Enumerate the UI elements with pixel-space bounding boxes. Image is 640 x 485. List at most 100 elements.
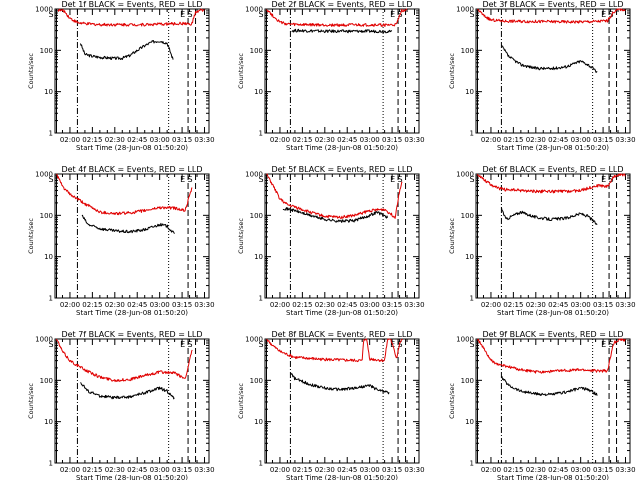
marker-label: S [398,175,403,184]
chart-title: Det 1f BLACK = Events, RED = LLD [61,0,202,9]
marker-label: S [48,340,53,349]
marker-label: E [180,10,185,19]
chart-panel-7: Det 7f BLACK = Events, RED = LLD 1 10 100 10… [27,330,215,482]
y-tick-label: 100 [40,377,53,385]
y-tick-label: 10 [465,88,474,96]
x-tick-label: 03:00 [150,466,170,474]
y-tick-label: 10 [254,88,263,96]
lld-series-line [266,8,407,27]
x-tick-label: 02:30 [315,466,335,474]
plot-frame [264,338,420,464]
marker-label: S [48,10,53,19]
x-tick-label: 02:00 [60,466,80,474]
x-tick-label: 02:30 [526,301,546,309]
chart-panel-3: Det 3f BLACK = Events, RED = LLD 1 10 100 10… [448,0,636,152]
y-axis-label: Counts/sec [27,383,35,419]
marker-label: S [48,175,53,184]
x-tick-label: 03:15 [382,301,402,309]
events-series-line [79,40,174,60]
x-tick-label: 03:15 [593,466,613,474]
x-tick-label: 03:30 [615,136,635,144]
x-tick-label: 03:15 [593,301,613,309]
plot-frame [475,338,631,464]
y-axis-label: Counts/sec [237,218,245,254]
marker-label: E [180,340,185,349]
y-tick-label: 1000 [245,6,263,14]
y-tick-label: 10 [465,253,474,261]
events-series-line [500,207,598,225]
marker-label: E [601,10,606,19]
y-tick-label: 100 [40,47,53,55]
x-axis-label: Start Time (28-Jun-08 01:50:20) [497,144,609,152]
y-axis-label: Counts/sec [237,383,245,419]
events-series-line [80,382,175,400]
marker-label: S [258,10,263,19]
x-tick-label: 02:30 [315,301,335,309]
y-tick-label: 1 [259,295,263,303]
x-axis-label: Start Time (28-Jun-08 01:50:20) [286,144,398,152]
x-tick-label: 02:30 [105,466,125,474]
chart-title: Det 9f BLACK = Events, RED = LLD [482,330,623,339]
x-tick-label: 02:00 [270,301,290,309]
y-axis-label: Counts/sec [448,53,456,89]
x-tick-label: 02:00 [60,301,80,309]
x-axis-label: Start Time (28-Jun-08 01:50:20) [76,309,188,317]
x-tick-label: 03:15 [172,136,192,144]
x-tick-label: 02:30 [105,136,125,144]
x-tick-label: 02:00 [481,136,501,144]
y-tick-label: 1000 [456,171,474,179]
events-series-line [291,28,393,34]
y-tick-label: 1000 [35,6,53,14]
x-tick-label: 02:00 [270,136,290,144]
marker-label: S [609,175,614,184]
x-tick-label: 03:30 [194,136,214,144]
plot-frame [264,8,420,134]
marker-label: E [390,175,395,184]
y-tick-label: 1000 [35,171,53,179]
chart-panel-2: Det 2f BLACK = Events, RED = LLD 1 10 100 10… [237,0,425,152]
y-tick-label: 10 [44,253,53,261]
marker-label: E [180,175,185,184]
events-series-line [501,375,598,397]
x-tick-label: 02:15 [292,301,312,309]
y-axis-label: Counts/sec [448,383,456,419]
y-tick-label: 1 [49,295,53,303]
x-tick-label: 03:30 [194,466,214,474]
marker-label: S [188,340,193,349]
y-axis-label: Counts/sec [27,53,35,89]
x-tick-label: 03:15 [172,466,192,474]
x-tick-label: 03:30 [404,301,424,309]
marker-label: S [188,10,193,19]
x-tick-label: 02:30 [315,136,335,144]
x-tick-label: 02:30 [526,466,546,474]
y-tick-label: 1 [470,460,474,468]
plot-frame [54,338,210,464]
lld-series-line [477,173,626,194]
y-tick-label: 100 [250,212,263,220]
x-tick-label: 02:45 [548,301,568,309]
chart-title: Det 4f BLACK = Events, RED = LLD [61,165,202,174]
x-tick-label: 02:30 [105,301,125,309]
y-tick-label: 1000 [245,171,263,179]
x-tick-label: 02:15 [292,136,312,144]
y-tick-label: 100 [461,47,474,55]
x-tick-label: 03:15 [382,466,402,474]
x-tick-label: 02:45 [337,301,357,309]
y-tick-label: 10 [44,88,53,96]
plot-frame [475,8,631,134]
plot-frame [54,173,210,299]
x-tick-label: 02:15 [82,301,102,309]
x-tick-label: 03:00 [360,466,380,474]
x-tick-label: 03:30 [404,466,424,474]
x-tick-label: 02:15 [503,301,523,309]
marker-label: E [601,175,606,184]
marker-label: S [398,340,403,349]
y-tick-label: 100 [250,377,263,385]
marker-label: S [258,340,263,349]
x-tick-label: 02:00 [481,301,501,309]
x-axis-label: Start Time (28-Jun-08 01:50:20) [497,309,609,317]
lld-series-line [56,338,193,383]
x-tick-label: 03:00 [571,301,591,309]
lld-series-line [266,338,403,363]
